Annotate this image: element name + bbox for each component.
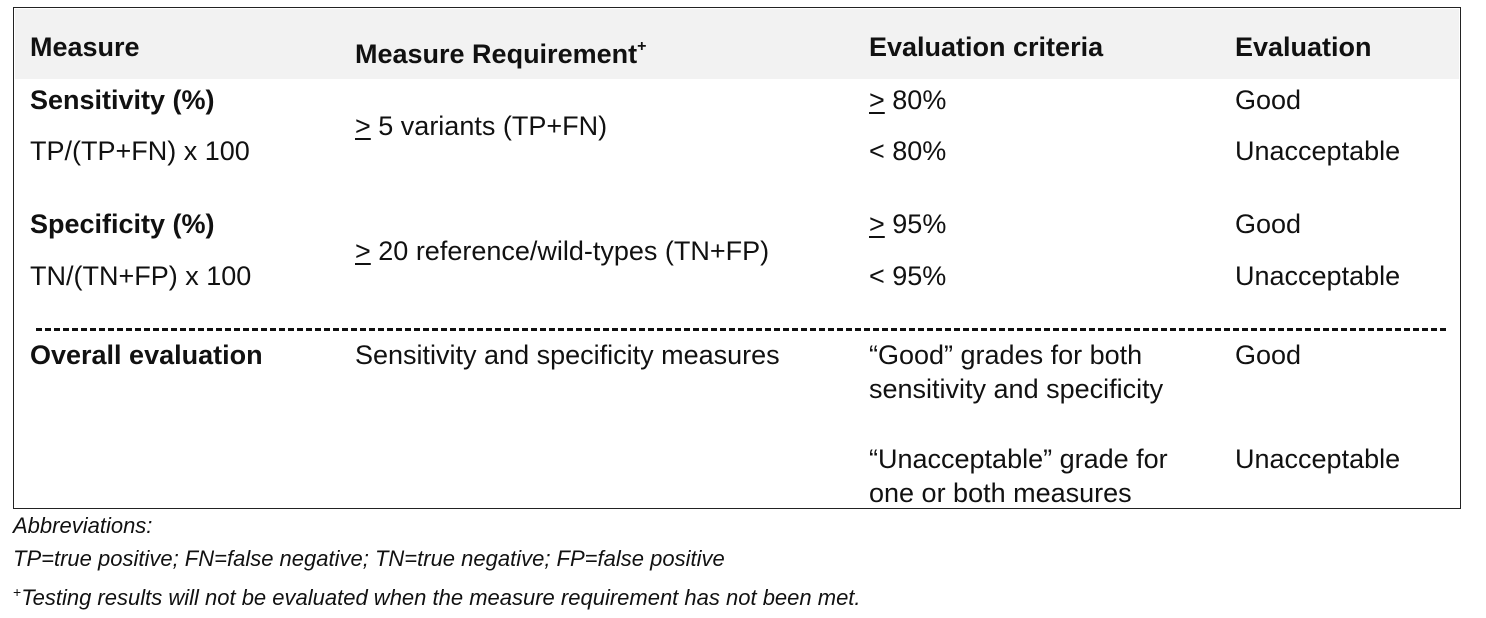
specificity-req-symbol: > [355, 236, 371, 266]
specificity-req-text: 20 reference/wild-types (TN+FP) [370, 236, 770, 266]
header-measure: Measure [30, 32, 140, 62]
sensitivity-eval-bad: Unacceptable [1235, 136, 1401, 166]
overall-criterion-bad-line2: one or both measures [869, 478, 1132, 508]
overall-name: Overall evaluation [30, 340, 263, 370]
specificity-formula: TN/(TN+FP) x 100 [30, 261, 252, 291]
header-requirement-label: Measure Requirement [355, 39, 638, 69]
evaluation-table: Measure Measure Requirement+ Evaluation … [13, 7, 1461, 509]
overall-criterion-good-line1: “Good” grades for both [869, 340, 1143, 370]
footnote-mark: + [13, 584, 22, 600]
sensitivity-req-text: 5 variants (TP+FN) [370, 111, 608, 141]
abbreviations-text: TP=true positive; FN=false negative; TN=… [13, 546, 725, 571]
specificity-crit1-symbol: > [869, 209, 885, 239]
specificity-requirement: > 20 reference/wild-types (TN+FP) [355, 234, 769, 268]
overall-criterion-good-line2: sensitivity and specificity [869, 374, 1164, 404]
sensitivity-requirement: > 5 variants (TP+FN) [355, 109, 607, 143]
sensitivity-crit1-symbol: > [869, 85, 885, 115]
specificity-criterion-good: > 95% [869, 207, 946, 241]
overall-criterion-bad-line1: “Unacceptable” grade for [869, 444, 1168, 474]
header-requirement-mark: + [637, 38, 647, 55]
specificity-criterion-bad: < 95% [869, 261, 947, 291]
header-evaluation: Evaluation [1235, 32, 1372, 62]
table-header-row [15, 9, 1459, 79]
specificity-name: Specificity (%) [30, 209, 215, 239]
sensitivity-criterion-good: > 80% [869, 83, 946, 117]
abbreviations-title: Abbreviations: [13, 513, 153, 538]
sensitivity-criterion-bad: < 80% [869, 136, 947, 166]
header-requirement: Measure Requirement+ [355, 30, 646, 71]
sensitivity-name: Sensitivity (%) [30, 85, 215, 115]
sensitivity-formula: TP/(TP+FN) x 100 [30, 136, 250, 166]
overall-requirement: Sensitivity and specificity measures [355, 340, 780, 370]
sensitivity-eval-good: Good [1235, 85, 1302, 115]
header-criteria: Evaluation criteria [869, 32, 1104, 62]
overall-eval-bad: Unacceptable [1235, 444, 1401, 474]
dashed-divider [36, 328, 1446, 331]
specificity-eval-bad: Unacceptable [1235, 261, 1401, 291]
specificity-crit1-text: 95% [884, 209, 947, 239]
sensitivity-crit1-text: 80% [884, 85, 947, 115]
sensitivity-req-symbol: > [355, 111, 371, 141]
requirement-footnote: +Testing results will not be evaluated w… [13, 578, 861, 612]
footnote-text: Testing results will not be evaluated wh… [21, 585, 861, 610]
overall-eval-good: Good [1235, 340, 1302, 370]
specificity-eval-good: Good [1235, 209, 1302, 239]
